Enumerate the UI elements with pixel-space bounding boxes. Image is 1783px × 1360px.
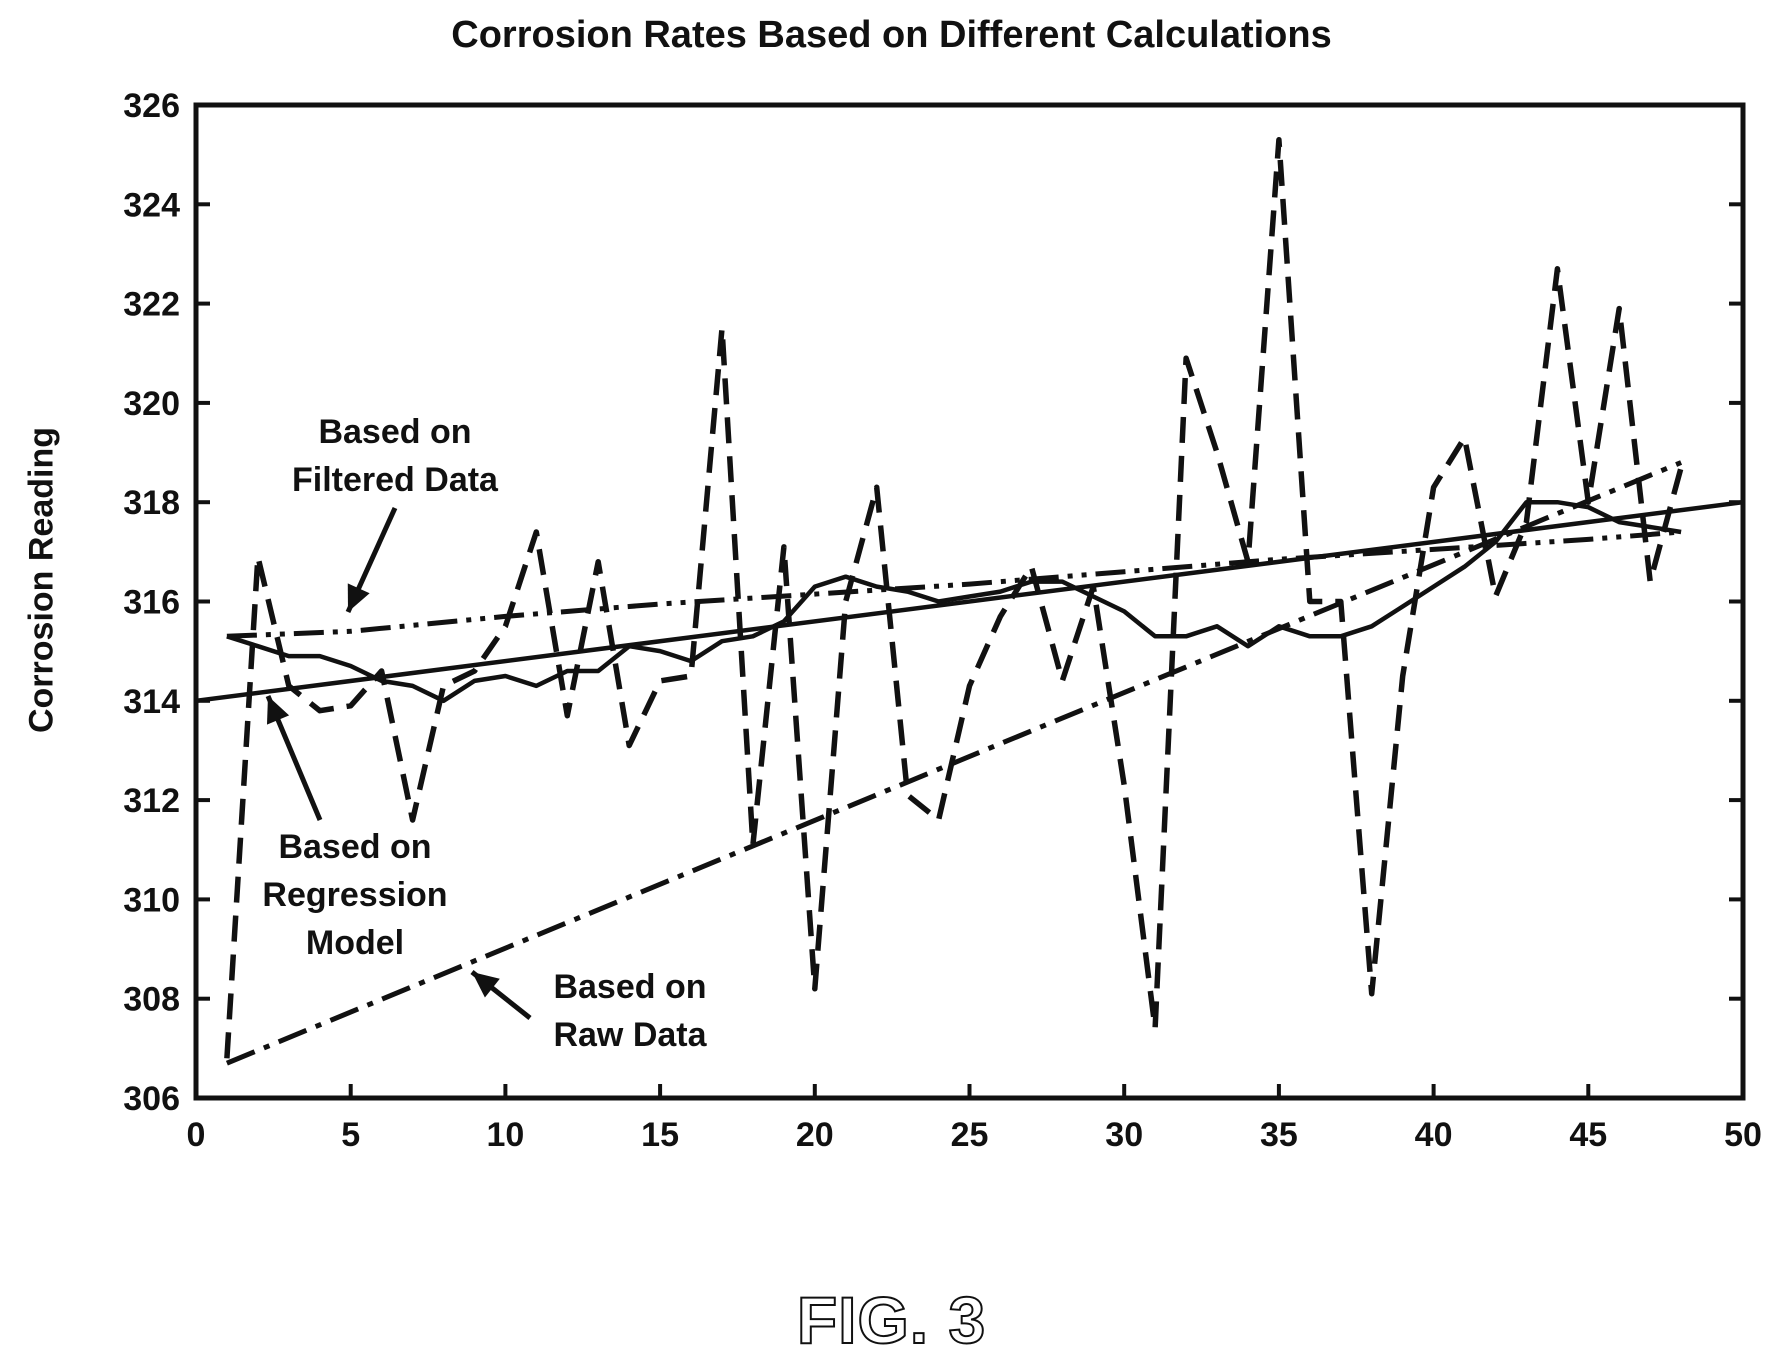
x-tick-label: 0 xyxy=(187,1116,206,1154)
x-tick-label: 45 xyxy=(1569,1116,1607,1154)
x-tick-label: 15 xyxy=(641,1116,679,1154)
series-line-dash-dot-dot-3 xyxy=(226,529,1682,639)
chart-title: Corrosion Rates Based on Different Calcu… xyxy=(451,14,1332,56)
y-tick-label: 308 xyxy=(123,981,180,1019)
callout-filtered: Based on Filtered Data xyxy=(260,408,530,504)
y-tick-label: 318 xyxy=(123,484,180,522)
callout-regression: Based on Regression Model xyxy=(235,823,475,967)
arrow-layer xyxy=(265,506,532,1020)
y-tick-label: 324 xyxy=(123,186,180,224)
callout-raw-line-2: Raw Data xyxy=(553,1016,707,1054)
arrow-filtered-head xyxy=(347,583,370,612)
series-layer xyxy=(195,137,1744,1066)
series-line-dashed-0 xyxy=(224,137,1684,1059)
x-tick-label: 30 xyxy=(1105,1116,1143,1154)
callout-raw-line-1: Based on xyxy=(553,968,707,1006)
y-tick-label: 312 xyxy=(123,782,180,820)
series-line-solid-1 xyxy=(226,499,1682,704)
y-tick-label: 322 xyxy=(123,286,180,324)
y-tick-label: 320 xyxy=(123,385,180,423)
y-tick-label: 310 xyxy=(123,881,180,919)
arrow-regression-head xyxy=(266,696,290,725)
x-tick-label: 50 xyxy=(1724,1116,1762,1154)
callout-regression-line-3: Model xyxy=(305,924,405,962)
y-tick-label: 316 xyxy=(123,584,180,622)
x-tick-label: 10 xyxy=(486,1116,524,1154)
y-tick-label: 326 xyxy=(123,87,180,125)
tick-layer: 0 5 10 15 20 25 30 35 40 45 50 306 308 310 312 314 316 31… xyxy=(123,87,1762,1154)
series-line-solid-2 xyxy=(195,499,1744,704)
x-tick-label: 40 xyxy=(1415,1116,1453,1154)
x-tick-label: 5 xyxy=(341,1116,360,1154)
x-tick-label: 20 xyxy=(796,1116,834,1154)
callout-filtered-line-1: Based on xyxy=(318,413,472,451)
y-tick-label: 306 xyxy=(123,1080,180,1118)
series-line-dash-dot-4 xyxy=(225,460,1683,1066)
x-tick-label: 25 xyxy=(951,1116,989,1154)
x-tick-label: 35 xyxy=(1260,1116,1298,1154)
arrow-raw-head xyxy=(472,972,500,998)
callout-raw: Based on Raw Data xyxy=(520,963,740,1059)
callout-filtered-line-2: Filtered Data xyxy=(292,461,498,499)
callout-regression-line-1: Based on xyxy=(278,828,432,866)
y-tick-label: 314 xyxy=(123,683,180,721)
callout-regression-line-2: Regression xyxy=(262,876,448,914)
figure-label: FIG. 3 xyxy=(796,1282,987,1358)
